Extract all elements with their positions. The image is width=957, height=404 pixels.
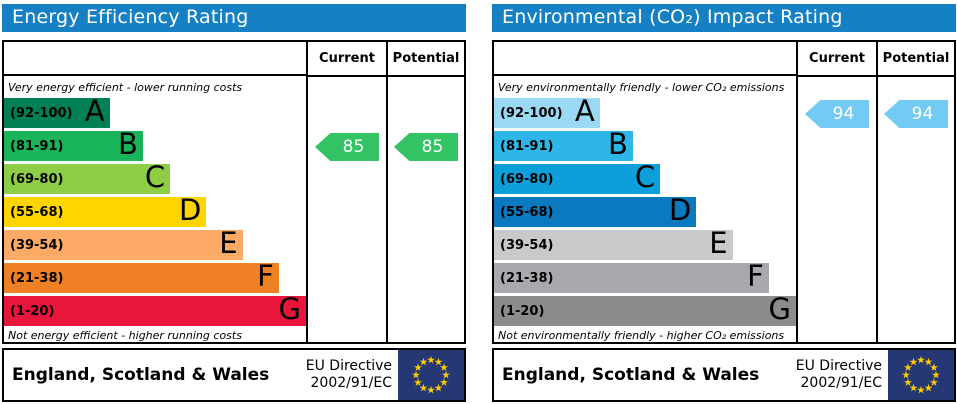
band-row-a: (92-100) A [4,94,110,129]
eu-flag-icon [398,350,464,400]
potential-column-header: Potential [388,42,464,77]
band-range: (21-38) [500,270,554,286]
potential-rating-value: 85 [421,137,444,157]
eu-directive-label: EU Directive 2002/91/EC [796,358,882,392]
environmental-current-column: Current 94 [796,42,876,342]
environmental-potential-column: Potential 94 [876,42,954,342]
band-row-c: (69-80) C [4,160,171,195]
eu-directive-label: EU Directive 2002/91/EC [306,358,392,392]
band-range: (81-91) [10,138,64,154]
band-range: (39-54) [500,237,554,253]
band-range: (1-20) [500,303,545,319]
potential-rating-arrow: 94 [884,100,948,128]
energy-top-note: Very energy efficient - lower running co… [8,80,243,94]
environmental-potential-cell: 94 [878,77,954,342]
band-letter: B [608,127,628,162]
eu-flag-icon [888,350,954,400]
band-row-g: (1-20) G [494,292,796,327]
environmental-impact-panel: Environmental (CO₂) Impact Rating Very e… [492,4,956,402]
potential-column-header: Potential [878,42,954,77]
band-range: (39-54) [10,237,64,253]
band-letter: B [118,127,138,162]
environmental-band-column: Very environmentally friendly - lower CO… [494,42,796,342]
current-column-header: Current [308,42,386,77]
environmental-rating-table: Very environmentally friendly - lower CO… [492,40,956,344]
environmental-panel-title: Environmental (CO₂) Impact Rating [492,4,956,32]
band-row-d: (55-68) D [494,193,697,228]
band-letter: A [84,94,105,129]
band-range: (81-91) [500,138,554,154]
energy-band-area: Very energy efficient - lower running co… [4,76,306,342]
energy-potential-column: Potential 85 [386,42,464,342]
band-row-c: (69-80) C [494,160,661,195]
band-letter: D [178,193,202,228]
band-letter: E [219,226,238,261]
band-letter: G [768,292,791,327]
band-row-e: (39-54) E [4,226,243,261]
potential-rating-value: 94 [911,104,934,124]
region-label: England, Scotland & Wales [502,365,760,385]
band-letter: G [278,292,301,327]
band-range: (92-100) [500,105,563,121]
band-range: (69-80) [10,171,64,187]
band-letter: A [574,94,595,129]
current-rating-value: 94 [832,104,855,124]
band-range: (1-20) [10,303,55,319]
environmental-band-area: Very environmentally friendly - lower CO… [494,76,796,342]
region-label: England, Scotland & Wales [12,365,270,385]
band-row-b: (81-91) B [494,127,633,162]
band-letter: C [634,160,656,195]
band-letter: F [257,259,274,294]
environmental-bottom-note: Not environmentally friendly - higher CO… [498,329,785,342]
energy-efficiency-panel: Energy Efficiency Rating Very energy eff… [2,4,466,402]
energy-current-cell: 85 [308,77,386,342]
band-row-a: (92-100) A [494,94,600,129]
band-row-f: (21-38) F [494,259,769,294]
band-row-e: (39-54) E [494,226,733,261]
environmental-current-cell: 94 [798,77,876,342]
band-row-d: (55-68) D [4,193,207,228]
eu-directive-line1: EU Directive [305,358,392,375]
band-range: (69-80) [500,171,554,187]
current-rating-arrow: 94 [805,100,869,128]
eu-directive-line2: 2002/91/EC [800,375,883,391]
energy-band-column: Very energy efficient - lower running co… [4,42,306,342]
energy-panel-footer: England, Scotland & Wales EU Directive 2… [2,348,466,402]
band-range: (55-68) [500,204,554,220]
energy-bottom-note: Not energy efficient - higher running co… [8,329,242,342]
environmental-panel-footer: England, Scotland & Wales EU Directive 2… [492,348,956,402]
band-letter: F [747,259,764,294]
energy-panel-title: Energy Efficiency Rating [2,4,466,32]
energy-rating-table: Very energy efficient - lower running co… [2,40,466,344]
current-rating-value: 85 [342,137,365,157]
eu-directive-line1: EU Directive [795,358,882,375]
energy-current-column: Current 85 [306,42,386,342]
potential-rating-arrow: 85 [394,133,458,161]
current-column-header: Current [798,42,876,77]
eu-directive-line2: 2002/91/EC [310,375,393,391]
band-range: (21-38) [10,270,64,286]
environmental-top-note: Very environmentally friendly - lower CO… [498,80,785,94]
band-row-f: (21-38) F [4,259,279,294]
band-range: (55-68) [10,204,64,220]
band-letter: E [709,226,728,261]
band-letter: D [668,193,692,228]
band-letter: C [144,160,166,195]
current-rating-arrow: 85 [315,133,379,161]
energy-band-column-header [4,42,306,76]
band-row-g: (1-20) G [4,292,306,327]
band-row-b: (81-91) B [4,127,143,162]
energy-potential-cell: 85 [388,77,464,342]
environmental-band-column-header [494,42,796,76]
band-range: (92-100) [10,105,73,121]
